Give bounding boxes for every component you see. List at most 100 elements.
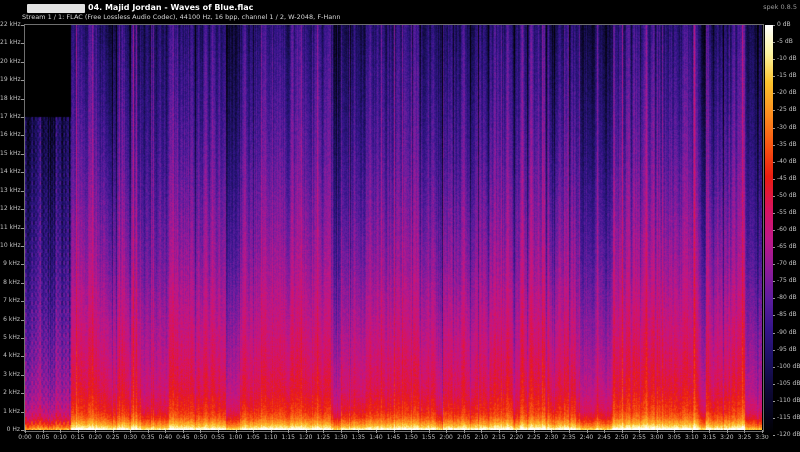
freq-tick-label: 2 kHz: [3, 389, 20, 397]
freq-tick-label: 5 kHz: [3, 333, 20, 341]
db-tick-label: -5 dB: [777, 38, 793, 46]
freq-tick: [21, 319, 24, 321]
time-tick-label: 1:05: [246, 434, 260, 441]
freq-tick-label: 7 kHz: [3, 297, 20, 305]
db-tick: [773, 144, 775, 146]
freq-tick: [21, 393, 24, 395]
db-tick: [773, 161, 775, 163]
db-tick-label: -100 dB: [777, 362, 800, 370]
colorbar: [765, 25, 773, 435]
freq-tick: [21, 80, 24, 82]
db-tick-label: -60 dB: [777, 226, 797, 233]
time-tick-label: 2:40: [579, 434, 594, 441]
freq-tick-label: 4 kHz: [3, 352, 20, 360]
time-tick: [270, 430, 272, 433]
db-tick-label: -45 dB: [777, 174, 797, 182]
db-tick: [773, 127, 775, 129]
time-tick: [481, 430, 483, 433]
time-tick: [446, 430, 448, 433]
time-tick-label: 2:50: [614, 434, 629, 441]
db-tick-label: -30 dB: [777, 123, 797, 131]
time-tick-label: 1:20: [299, 434, 313, 441]
db-tick: [773, 400, 775, 402]
freq-tick: [21, 282, 24, 284]
time-tick-label: 0:00: [18, 434, 32, 441]
db-tick-label: -110 dB: [777, 396, 800, 404]
freq-tick: [21, 153, 24, 155]
freq-tick-label: 22 kHz: [0, 21, 21, 28]
time-tick-label: 0:35: [141, 434, 155, 441]
freq-tick-label: 13 kHz: [0, 186, 21, 194]
freq-tick-label: 12 kHz: [0, 205, 21, 213]
freq-tick-label: 3 kHz: [3, 370, 20, 378]
time-tick-label: 1:55: [421, 434, 436, 441]
time-tick-label: 0:10: [53, 434, 67, 441]
time-tick: [533, 430, 535, 433]
time-tick: [95, 430, 97, 433]
freq-tick-label: 17 kHz: [0, 113, 21, 121]
db-tick-label: -10 dB: [777, 55, 797, 63]
time-tick: [428, 430, 430, 433]
time-tick: [358, 430, 360, 433]
time-tick-label: 1:00: [228, 434, 243, 441]
db-tick-label: -120 dB: [777, 431, 800, 438]
time-tick: [691, 430, 693, 433]
time-tick-label: 0:50: [193, 434, 208, 441]
freq-tick: [21, 135, 24, 137]
db-tick-label: -85 dB: [777, 311, 797, 319]
db-tick-label: -65 dB: [777, 243, 797, 251]
freq-tick: [21, 209, 24, 211]
db-tick: [773, 366, 775, 368]
freq-tick: [21, 245, 24, 247]
db-tick-label: -70 dB: [777, 260, 797, 268]
db-tick: [773, 383, 775, 385]
db-tick: [773, 93, 775, 95]
time-tick: [305, 430, 307, 433]
file-title: 04. Majid Jordan - Waves of Blue.flac: [88, 3, 254, 12]
time-tick: [709, 430, 711, 433]
time-tick: [182, 430, 184, 433]
time-tick-label: 3:20: [720, 434, 734, 441]
time-tick: [551, 430, 553, 433]
time-tick-label: 0:45: [176, 434, 190, 441]
time-tick-label: 1:40: [369, 434, 383, 441]
time-tick: [411, 430, 413, 433]
time-tick: [516, 430, 518, 433]
time-tick: [762, 430, 763, 433]
db-tick: [773, 195, 775, 197]
time-tick-label: 1:10: [263, 434, 278, 441]
db-tick: [773, 212, 775, 214]
time-tick: [498, 430, 500, 433]
time-tick-label: 0:30: [123, 434, 138, 441]
db-tick-label: -25 dB: [777, 106, 797, 114]
time-tick: [165, 430, 167, 433]
db-tick: [773, 349, 775, 351]
freq-tick: [21, 301, 24, 303]
db-tick: [773, 59, 775, 61]
db-tick: [773, 281, 775, 283]
db-tick: [773, 435, 775, 436]
time-tick-label: 2:05: [456, 434, 471, 441]
time-tick: [621, 430, 623, 433]
time-tick-label: 3:15: [702, 434, 717, 441]
time-tick-label: 1:15: [281, 434, 295, 441]
db-tick-label: -55 dB: [777, 208, 797, 216]
time-tick: [340, 430, 342, 433]
freq-tick: [21, 172, 24, 174]
time-tick-label: 2:35: [562, 434, 576, 441]
freq-tick: [21, 264, 24, 266]
freq-tick: [21, 43, 24, 45]
time-tick: [112, 430, 114, 433]
time-tick-label: 2:00: [439, 434, 453, 441]
time-tick: [726, 430, 728, 433]
time-tick: [393, 430, 395, 433]
db-tick-label: -90 dB: [777, 328, 797, 336]
time-tick: [639, 430, 641, 433]
time-tick-label: 2:10: [474, 434, 488, 441]
time-tick-label: 3:00: [649, 434, 664, 441]
freq-tick: [21, 337, 24, 339]
db-tick-label: -20 dB: [777, 89, 797, 97]
time-tick: [200, 430, 202, 433]
db-tick: [773, 247, 775, 249]
